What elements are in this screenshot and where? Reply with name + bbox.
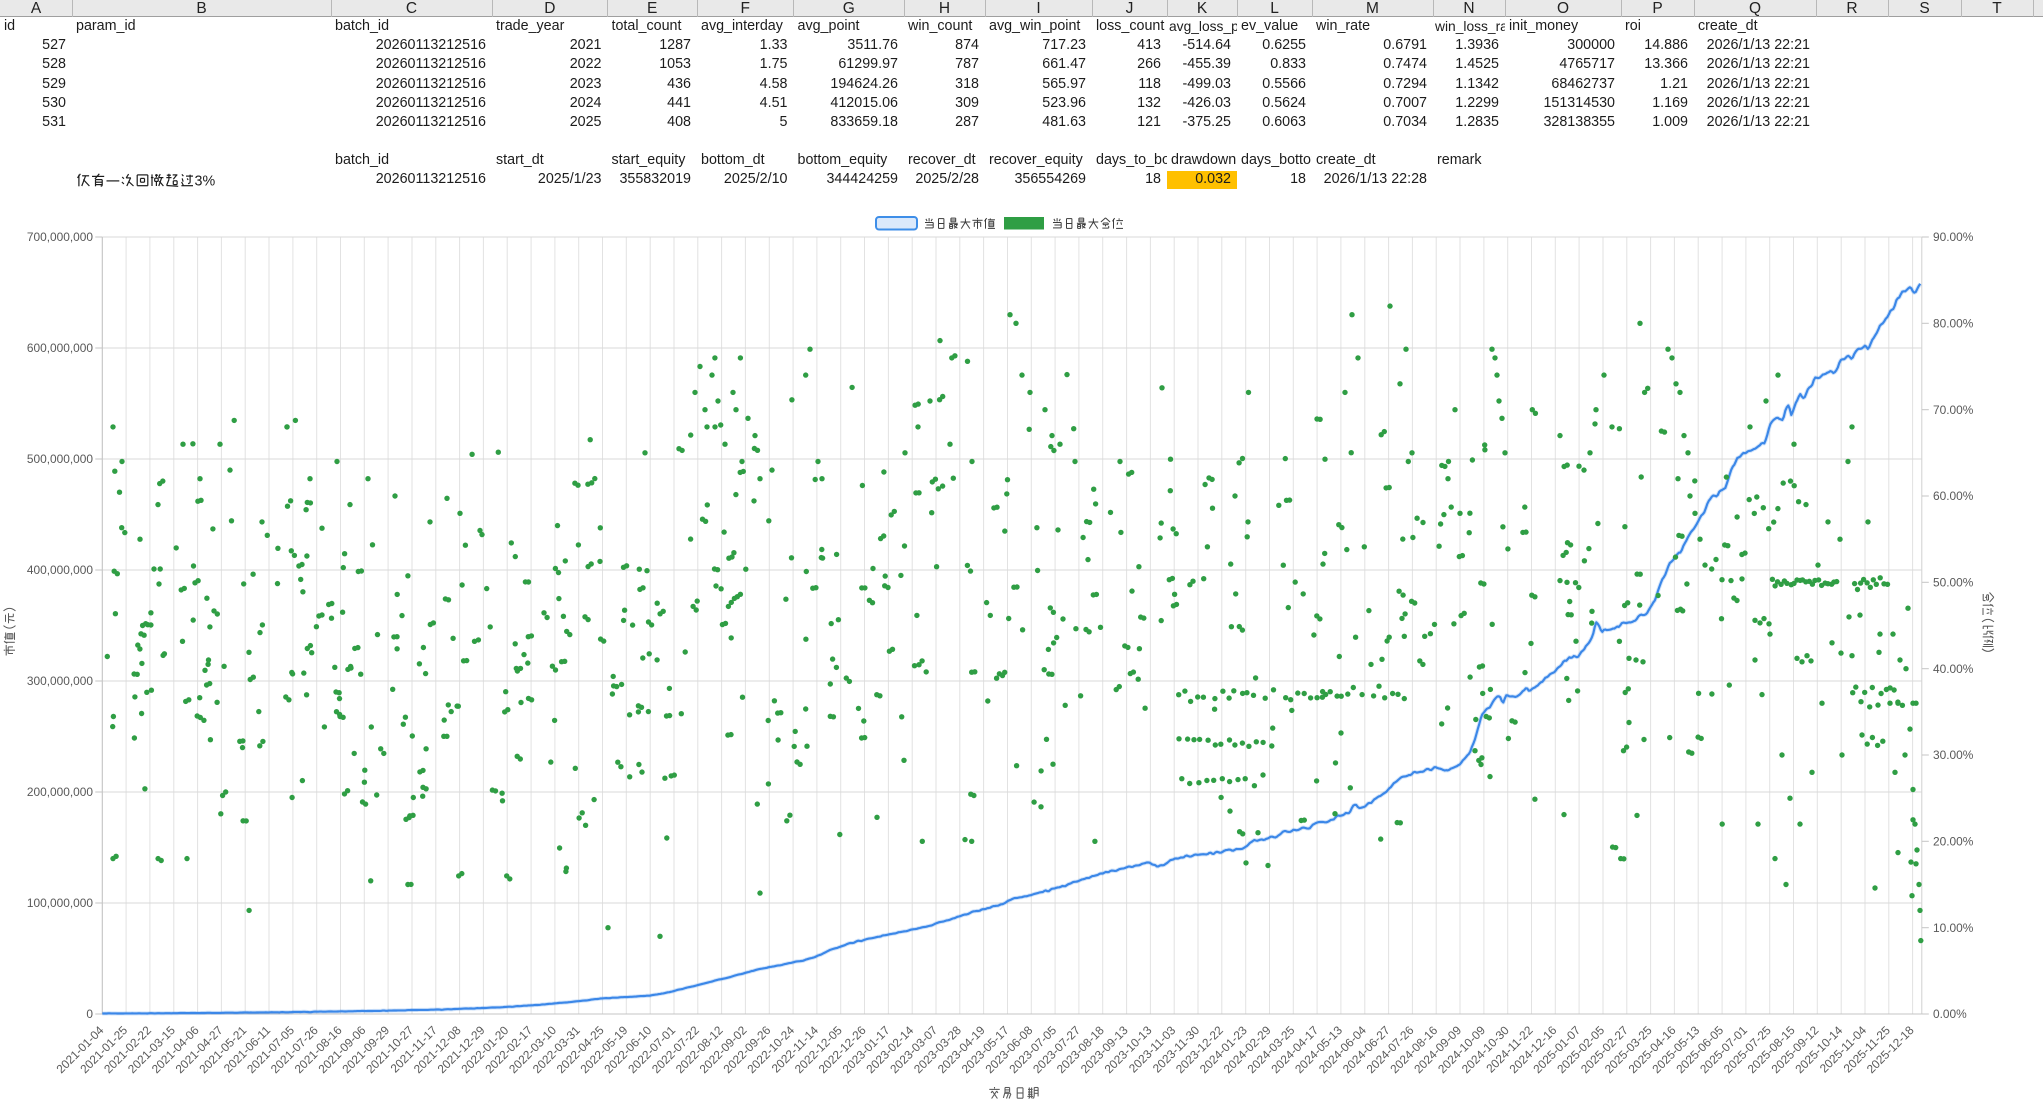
svg-text:10.00%: 10.00% <box>1933 921 1974 935</box>
svg-text:200,000,000: 200,000,000 <box>27 785 94 799</box>
svg-text:40.00%: 40.00% <box>1933 662 1974 676</box>
svg-text:3%: 3% <box>195 173 216 189</box>
svg-text:300,000,000: 300,000,000 <box>27 674 94 688</box>
svg-text:20.00%: 20.00% <box>1933 835 1974 849</box>
svg-text:50.00%: 50.00% <box>1933 576 1974 590</box>
svg-text:500,000,000: 500,000,000 <box>27 452 94 466</box>
svg-text:30.00%: 30.00% <box>1933 748 1974 762</box>
svg-text:700,000,000: 700,000,000 <box>27 230 94 244</box>
svg-text:60.00%: 60.00% <box>1933 489 1974 503</box>
svg-text:100,000,000: 100,000,000 <box>27 896 94 910</box>
svg-text:70.00%: 70.00% <box>1933 403 1974 417</box>
svg-text:90.00%: 90.00% <box>1933 230 1974 244</box>
svg-text:600,000,000: 600,000,000 <box>27 341 94 355</box>
svg-text:400,000,000: 400,000,000 <box>27 563 94 577</box>
svg-text:80.00%: 80.00% <box>1933 317 1974 331</box>
svg-text:0.00%: 0.00% <box>1933 1007 1967 1021</box>
svg-text:0: 0 <box>86 1007 93 1021</box>
